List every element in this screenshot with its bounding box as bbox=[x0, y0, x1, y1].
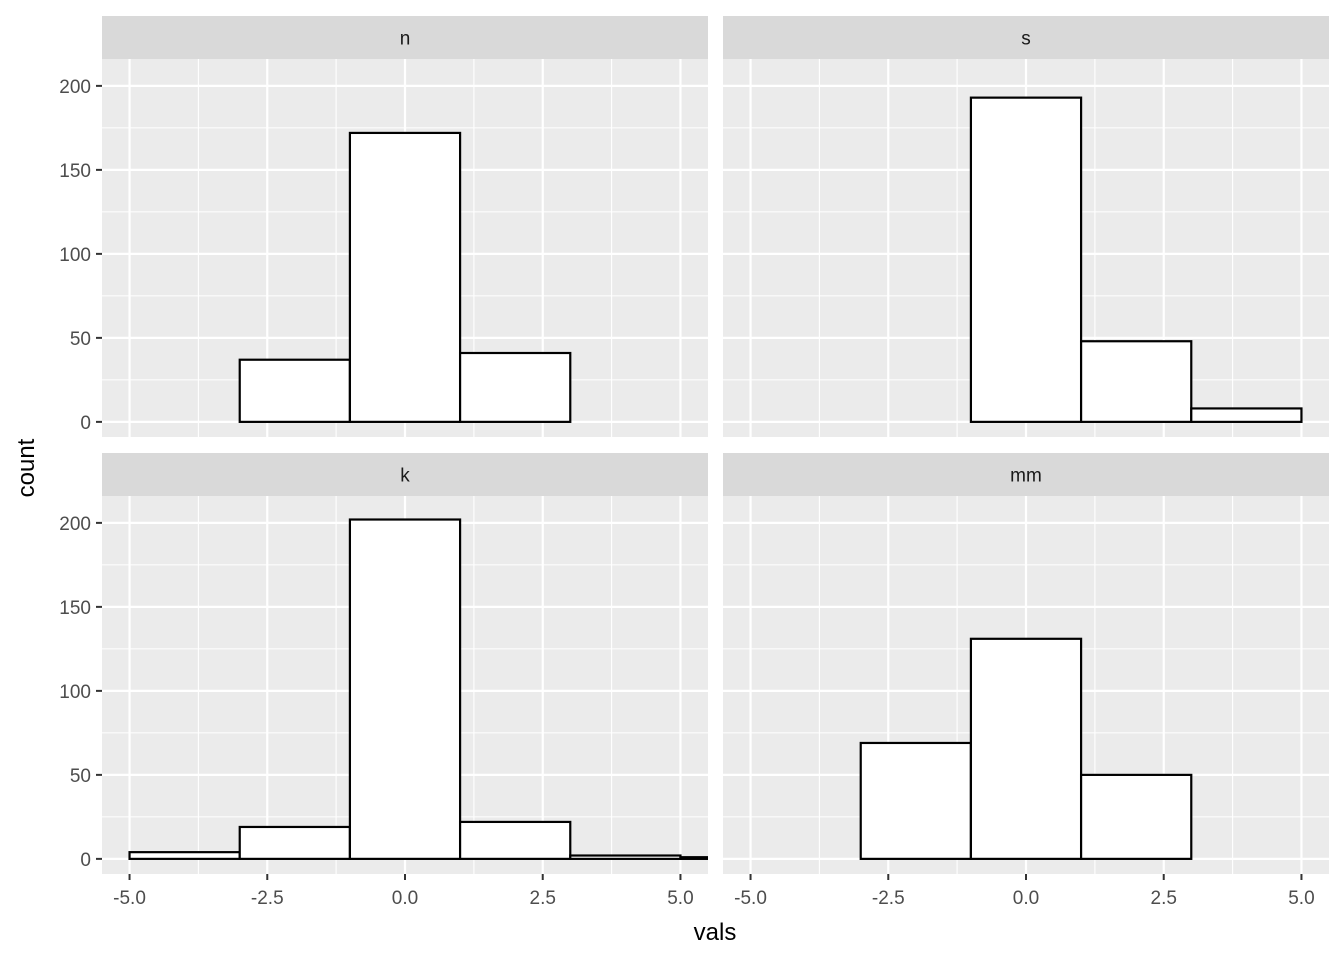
x-axis-title: vals bbox=[694, 919, 737, 946]
x-tick-label: 2.5 bbox=[1151, 888, 1177, 909]
y-tick-label: 200 bbox=[59, 514, 91, 535]
histogram-bar bbox=[348, 518, 462, 860]
x-tick-label: 5.0 bbox=[667, 888, 693, 909]
facet-strip bbox=[723, 16, 1329, 59]
histogram-bar bbox=[458, 820, 572, 860]
y-axis-title: count bbox=[13, 438, 40, 497]
x-tick-label: -5.0 bbox=[113, 888, 146, 909]
histogram-bar bbox=[1190, 407, 1303, 423]
y-tick-label: 200 bbox=[59, 77, 91, 98]
x-tick-label: 0.0 bbox=[1013, 888, 1039, 909]
y-tick-label: 100 bbox=[59, 682, 91, 703]
histogram-bar bbox=[859, 741, 973, 860]
histogram-bar bbox=[348, 131, 462, 423]
panel-s: s bbox=[723, 16, 1329, 437]
x-tick-label: 0.0 bbox=[392, 888, 418, 909]
histogram-bar bbox=[679, 856, 708, 860]
facet-label: n bbox=[400, 29, 411, 50]
x-tick-label: -2.5 bbox=[872, 888, 905, 909]
histogram-bar bbox=[969, 637, 1083, 860]
bars bbox=[238, 131, 572, 423]
y-tick-label: 0 bbox=[80, 850, 91, 871]
x-tick-label: -2.5 bbox=[251, 888, 284, 909]
panel-n: n 0 50 100 150 200 bbox=[59, 16, 708, 437]
x-tick-label: 2.5 bbox=[530, 888, 556, 909]
x-tick-label: 5.0 bbox=[1288, 888, 1314, 909]
histogram-bar bbox=[969, 96, 1083, 423]
y-tick-label: 150 bbox=[59, 161, 91, 182]
histogram-bar bbox=[1079, 340, 1193, 423]
x-tick-label: -5.0 bbox=[734, 888, 767, 909]
histogram-bar bbox=[128, 851, 241, 860]
histogram-bar bbox=[238, 825, 352, 860]
histogram-bar bbox=[569, 854, 682, 860]
histogram-bar bbox=[458, 351, 572, 423]
facet-label: k bbox=[400, 466, 410, 487]
y-tick-label: 50 bbox=[70, 329, 91, 350]
facet-strip bbox=[102, 16, 708, 59]
facet-label: mm bbox=[1010, 466, 1042, 487]
facet-strip bbox=[723, 453, 1329, 496]
panel-k: k 0 50 100 150 200 -5.0 -2.5 0.0 2.5 5.0 bbox=[59, 453, 708, 909]
histogram-bar bbox=[238, 358, 352, 423]
panels: n 0 50 100 150 200 s k 0 50 100 150 200 -5.0 -2.5 0.0 2.… bbox=[59, 16, 1329, 909]
facet-strip bbox=[102, 453, 708, 496]
bars bbox=[128, 518, 708, 860]
y-tick-label: 50 bbox=[70, 766, 91, 787]
bars bbox=[969, 96, 1303, 423]
histogram-bar bbox=[1079, 773, 1193, 860]
y-tick-label: 100 bbox=[59, 245, 91, 266]
bars bbox=[859, 637, 1193, 860]
panel-mm: mm -5.0 -2.5 0.0 2.5 5.0 bbox=[723, 453, 1329, 909]
y-tick-label: 0 bbox=[80, 413, 91, 434]
facet-label: s bbox=[1021, 29, 1031, 50]
y-tick-label: 150 bbox=[59, 598, 91, 619]
